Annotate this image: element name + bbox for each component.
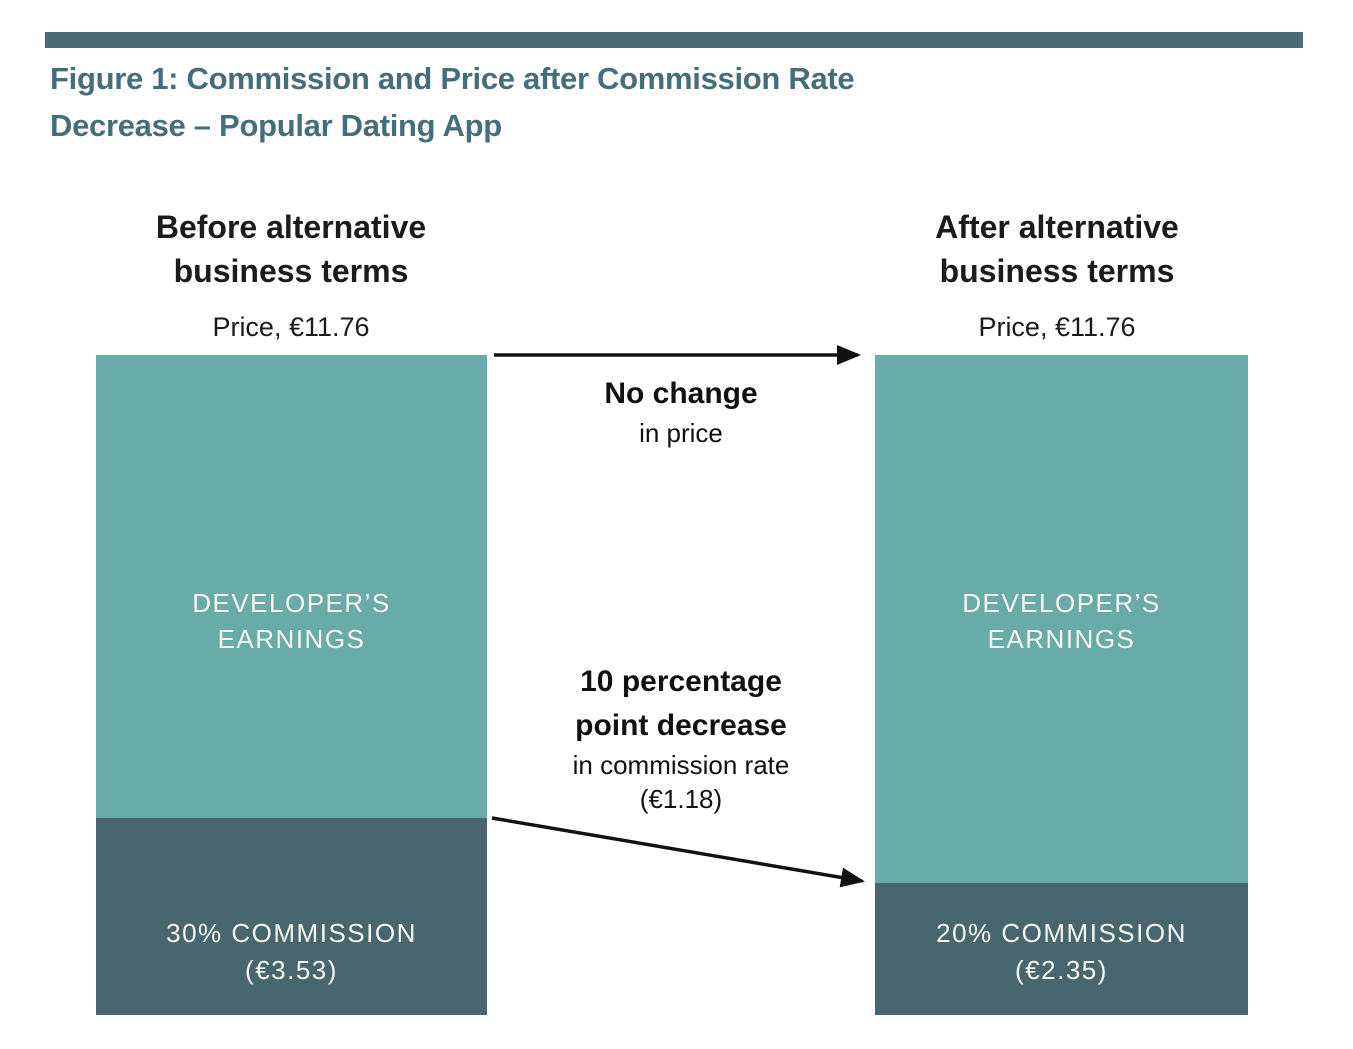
after-earnings-label-line2: EARNINGS (987, 624, 1136, 654)
after-commission-label-line2: (€2.35) (1015, 955, 1108, 985)
decrease-sub-line2: (€1.18) (639, 784, 723, 814)
after-commission-label-line1: 20% COMMISSION (936, 918, 1187, 948)
before-earnings-label-line1: DEVELOPER’S (192, 588, 391, 618)
before-commission-segment (96, 818, 487, 1015)
after-earnings-segment (875, 355, 1248, 883)
after-column-header: After alternative business terms (935, 209, 1179, 289)
figure-title: Figure 1: Commission and Price after Com… (50, 55, 1000, 149)
commission-decrease-annotation: 10 percentage point decrease in commissi… (487, 660, 875, 816)
before-earnings-label: DEVELOPER’S EARNINGS (96, 585, 487, 657)
no-change-bold-text: No change (604, 377, 758, 410)
before-commission-label-line1: 30% COMMISSION (166, 918, 417, 948)
after-bar: DEVELOPER’S EARNINGS 20% COMMISSION (€2.35… (875, 355, 1248, 1015)
before-commission-label-line2: (€3.53) (245, 955, 338, 985)
after-commission-segment (875, 883, 1248, 1015)
decrease-sub-line1: in commission rate (572, 750, 790, 780)
decrease-bold-line2: point decrease (575, 709, 787, 742)
no-change-sub-text: in price (639, 418, 723, 448)
before-price-label: Price, €11.76 (212, 312, 370, 342)
before-column-header: Before alternative business terms (155, 209, 427, 289)
no-change-annotation: No change in price (487, 372, 875, 450)
before-bar: DEVELOPER’S EARNINGS 30% COMMISSION (€3.53… (96, 355, 487, 1015)
after-commission-label: 20% COMMISSION (€2.35) (875, 915, 1248, 989)
after-earnings-label: DEVELOPER’S EARNINGS (875, 585, 1248, 657)
top-accent-bar (45, 32, 1303, 48)
before-commission-label: 30% COMMISSION (€3.53) (96, 915, 487, 989)
figure-title-line1: Figure 1: Commission and Price after Com… (50, 61, 855, 96)
before-earnings-segment (96, 355, 487, 818)
before-earnings-label-line2: EARNINGS (217, 624, 366, 654)
after-price-label: Price, €11.76 (978, 312, 1136, 342)
after-earnings-label-line1: DEVELOPER’S (962, 588, 1161, 618)
figure-title-line2: Decrease – Popular Dating App (50, 108, 502, 143)
commission-decrease-arrow (491, 816, 865, 888)
decrease-bold-line1: 10 percentage (580, 665, 782, 698)
